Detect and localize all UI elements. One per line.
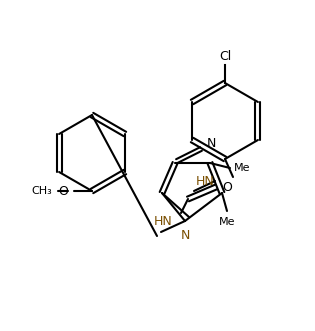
Text: HN: HN [196, 174, 215, 187]
Text: Me: Me [219, 217, 235, 227]
Text: O: O [58, 184, 68, 198]
Text: HN: HN [154, 214, 173, 227]
Text: O: O [222, 180, 232, 194]
Text: N: N [207, 136, 216, 150]
Text: N: N [180, 229, 190, 242]
Text: Cl: Cl [219, 50, 231, 63]
Text: Me: Me [234, 163, 250, 173]
Text: CH₃: CH₃ [31, 186, 52, 196]
